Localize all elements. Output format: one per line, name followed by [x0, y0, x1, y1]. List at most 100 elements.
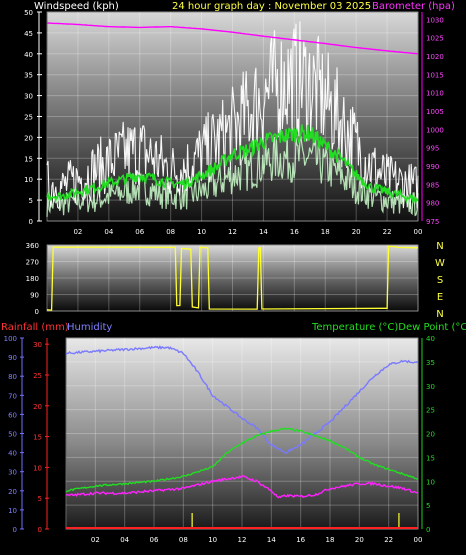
barometer-line	[46, 22, 419, 55]
humidity-tick-label: 20	[8, 488, 17, 496]
wind-x-tick-label: 12	[228, 228, 237, 236]
rainfall-tick-label: 15	[33, 434, 42, 442]
rainfall-tick-label: 20	[33, 403, 42, 411]
compass-label: W	[435, 258, 445, 269]
barometer-tick-label: 1025	[426, 35, 444, 43]
humidity-tick-label: 50	[8, 431, 17, 439]
temp-x-tick-label: 12	[238, 536, 247, 544]
temperature-axis-title: Temperature (°C)Dew Point (°C)	[312, 322, 466, 333]
temp-x-tick-label: 04	[120, 536, 129, 544]
humidity-line	[65, 345, 419, 454]
windspeed-line	[46, 21, 419, 210]
compass-label: N	[436, 309, 443, 320]
temperature-tick-label: 25	[426, 407, 435, 415]
barometer-tick-label: 1020	[426, 53, 444, 61]
temperature-tick-label: 15	[426, 454, 435, 462]
graph-title: 24 hour graph day : November 03 2025	[172, 1, 372, 12]
humidity-tick-label: 90	[8, 354, 17, 362]
rainfall-tick-label: 0	[38, 526, 42, 534]
wind-tick-label: 15	[24, 155, 33, 163]
direction-tick-label: 0	[35, 308, 39, 316]
wind-tick-label: 10	[24, 176, 33, 184]
compass-label: S	[437, 275, 443, 286]
wind-tick-label: 45	[24, 30, 33, 38]
wind-tick-label: 50	[24, 9, 33, 17]
temperature-plot-area	[65, 337, 419, 530]
temp-x-tick-label: 14	[267, 536, 276, 544]
barometer-tick-label: 980	[426, 200, 439, 208]
temperature-tick-label: 20	[426, 431, 435, 439]
temp-x-tick-label: 18	[326, 536, 335, 544]
wind-gust-line	[46, 124, 419, 205]
wind-x-tick-label: 00	[414, 228, 423, 236]
temp-x-tick-label: 10	[208, 536, 217, 544]
temp-x-tick-label: 00	[414, 536, 423, 544]
direction-tick-label: 360	[26, 242, 39, 250]
temperature-line	[65, 427, 419, 493]
temp-x-tick-label: 08	[179, 536, 188, 544]
temperature-tick-label: 30	[426, 383, 435, 391]
barometer-tick-label: 985	[426, 181, 439, 189]
barometer-tick-label: 1005	[426, 108, 444, 116]
rainfall-tick-label: 25	[33, 372, 42, 380]
temp-x-tick-label: 02	[91, 536, 100, 544]
humidity-tick-label: 10	[8, 507, 17, 515]
rainfall-axis-title: Rainfall (mm)	[1, 322, 69, 333]
barometer-axis-title: Barometer (hpa)	[372, 1, 455, 12]
temperature-tick-label: 40	[426, 335, 435, 343]
temp-x-tick-label: 06	[150, 536, 159, 544]
rainfall-tick-label: 5	[38, 495, 42, 503]
direction-tick-label: 270	[26, 259, 39, 267]
wind-average-line	[46, 134, 419, 217]
rainfall-tick-label: 10	[33, 464, 42, 472]
humidity-tick-label: 40	[8, 450, 17, 458]
wind-tick-label: 35	[24, 72, 33, 80]
direction-tick-label: 180	[26, 275, 39, 283]
wind-x-tick-label: 02	[73, 228, 82, 236]
humidity-tick-label: 100	[4, 335, 17, 343]
barometer-tick-label: 975	[426, 218, 439, 226]
dew-point-line	[65, 474, 419, 499]
barometer-tick-label: 1030	[426, 16, 444, 24]
wind-x-tick-label: 16	[290, 228, 299, 236]
wind-x-tick-label: 18	[321, 228, 330, 236]
humidity-tick-label: 80	[8, 373, 17, 381]
wind-tick-label: 30	[24, 93, 33, 101]
barometer-tick-label: 990	[426, 163, 439, 171]
barometer-tick-label: 995	[426, 145, 439, 153]
humidity-axis-title: Humidity	[67, 322, 113, 333]
compass-label: E	[437, 292, 443, 303]
rainfall-tick-label: 30	[33, 341, 42, 349]
wind-x-tick-label: 08	[166, 228, 175, 236]
humidity-tick-label: 60	[8, 411, 17, 419]
temperature-tick-label: 5	[426, 502, 430, 510]
wind-tick-label: 5	[29, 197, 33, 205]
compass-label: N	[436, 241, 443, 252]
temp-x-tick-label: 16	[296, 536, 305, 544]
wind-direction-line	[46, 245, 419, 311]
wind-tick-label: 20	[24, 134, 33, 142]
temp-x-tick-label: 22	[384, 536, 393, 544]
wind-tick-label: 25	[24, 114, 33, 122]
barometer-tick-label: 1010	[426, 90, 444, 98]
wind-x-tick-label: 06	[135, 228, 144, 236]
wind-axis-title: Windspeed (kph)	[34, 1, 119, 12]
wind-tick-label: 0	[29, 218, 33, 226]
direction-plot-area	[46, 244, 419, 312]
wind-x-tick-label: 22	[383, 228, 392, 236]
temperature-tick-label: 0	[426, 526, 430, 534]
humidity-tick-label: 30	[8, 469, 17, 477]
barometer-tick-label: 1000	[426, 126, 444, 134]
wind-x-tick-label: 10	[197, 228, 206, 236]
direction-tick-label: 90	[30, 292, 39, 300]
wind-x-tick-label: 14	[259, 228, 268, 236]
humidity-tick-label: 70	[8, 392, 17, 400]
temp-x-tick-label: 20	[355, 536, 364, 544]
wind-tick-label: 40	[24, 51, 33, 59]
temperature-tick-label: 10	[426, 478, 435, 486]
temperature-tick-label: 35	[426, 359, 435, 367]
barometer-tick-label: 1015	[426, 71, 444, 79]
wind-x-tick-label: 20	[352, 228, 361, 236]
wind-x-tick-label: 04	[104, 228, 113, 236]
